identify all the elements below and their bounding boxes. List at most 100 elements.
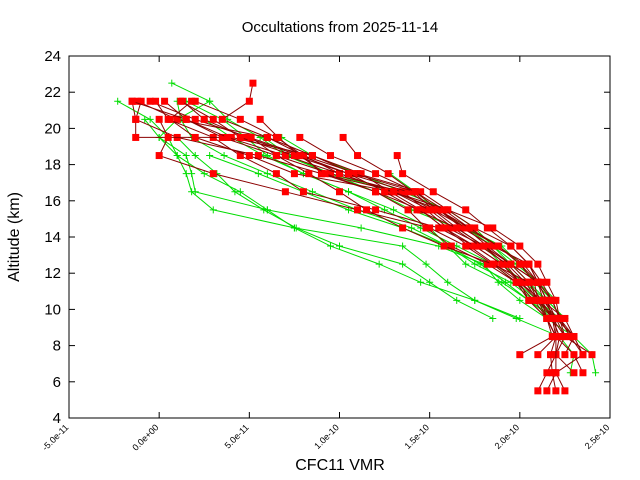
series-green-6 (141, 115, 524, 322)
data-point (281, 152, 289, 160)
y-tick-label: 4 (53, 410, 61, 427)
data-point (465, 242, 473, 250)
data-point (200, 115, 208, 123)
data-point (534, 387, 542, 395)
data-point (393, 188, 401, 196)
series-line (155, 101, 584, 374)
data-point (152, 97, 160, 105)
data-point (429, 206, 437, 214)
data-point (507, 242, 515, 250)
series-red-11 (155, 115, 569, 395)
x-tick-label: 0.0e+00 (130, 422, 160, 452)
x-axis-label: CFC11 VMR (295, 457, 385, 474)
series-red-13 (177, 97, 578, 341)
data-point (245, 152, 253, 160)
data-point (548, 314, 556, 322)
data-point (173, 115, 181, 123)
data-point (552, 333, 560, 341)
data-point (399, 260, 407, 268)
data-point (206, 152, 214, 160)
data-point (592, 369, 600, 377)
data-point (525, 278, 533, 286)
data-point (260, 206, 268, 214)
data-point (326, 242, 334, 250)
data-point (579, 369, 587, 377)
y-tick-label: 6 (53, 374, 61, 391)
data-point (462, 242, 470, 250)
data-point (453, 296, 461, 304)
data-point (173, 152, 181, 160)
data-point (155, 152, 163, 160)
y-tick-label: 22 (44, 84, 61, 101)
data-point (534, 296, 542, 304)
data-point (399, 224, 407, 232)
data-point (155, 115, 163, 123)
data-point (552, 369, 560, 377)
data-point (453, 224, 461, 232)
data-point (132, 115, 140, 123)
data-point (548, 369, 556, 377)
data-point (290, 152, 298, 160)
data-point (354, 206, 362, 214)
data-point (503, 260, 511, 268)
data-point (435, 206, 443, 214)
data-point (462, 224, 470, 232)
data-point (548, 296, 556, 304)
series-red-3 (152, 97, 587, 377)
data-point (393, 152, 401, 160)
tick-marks (68, 55, 611, 419)
data-point (543, 278, 551, 286)
data-point (290, 170, 298, 178)
data-point (236, 152, 244, 160)
series-red-15 (339, 133, 569, 341)
data-point (483, 260, 491, 268)
series-line (209, 155, 553, 319)
data-point (480, 242, 488, 250)
data-point (182, 170, 190, 178)
data-point (543, 314, 551, 322)
data-point (164, 133, 172, 141)
data-point (191, 152, 199, 160)
data-point (182, 152, 190, 160)
series-green-1 (155, 79, 600, 377)
x-tick-label: 2.0e-10 (493, 422, 522, 451)
data-point (447, 242, 455, 250)
y-tick-label: 10 (44, 301, 61, 318)
data-point (537, 296, 545, 304)
data-point (566, 333, 574, 341)
series-line (250, 136, 560, 337)
series-line (342, 137, 566, 337)
data-point (146, 97, 154, 105)
x-tick-label: 1.5e-10 (402, 422, 431, 451)
data-point (263, 133, 271, 141)
data-point (191, 97, 199, 105)
data-point (390, 188, 398, 196)
data-point (534, 260, 542, 268)
y-tick-label: 14 (44, 229, 61, 246)
data-point (206, 97, 214, 105)
data-point (247, 133, 255, 141)
data-point (561, 314, 569, 322)
data-point (161, 97, 169, 105)
data-point (386, 188, 394, 196)
data-point (444, 278, 452, 286)
data-point (372, 188, 380, 196)
data-point (501, 278, 509, 286)
data-point (516, 278, 524, 286)
data-point (236, 133, 244, 141)
data-point (274, 133, 282, 141)
data-point (254, 152, 262, 160)
y-tick-label: 18 (44, 157, 61, 174)
data-point (512, 278, 520, 286)
data-point (458, 224, 466, 232)
data-point (209, 170, 217, 178)
data-point (375, 260, 383, 268)
data-point (177, 97, 185, 105)
y-axis-label: Altitude (km) (6, 192, 23, 282)
data-point (483, 224, 491, 232)
data-point (552, 296, 560, 304)
data-point (308, 152, 316, 160)
data-point (114, 97, 122, 105)
data-point (381, 188, 389, 196)
chart-title: Occultations from 2025-11-14 (242, 19, 439, 36)
